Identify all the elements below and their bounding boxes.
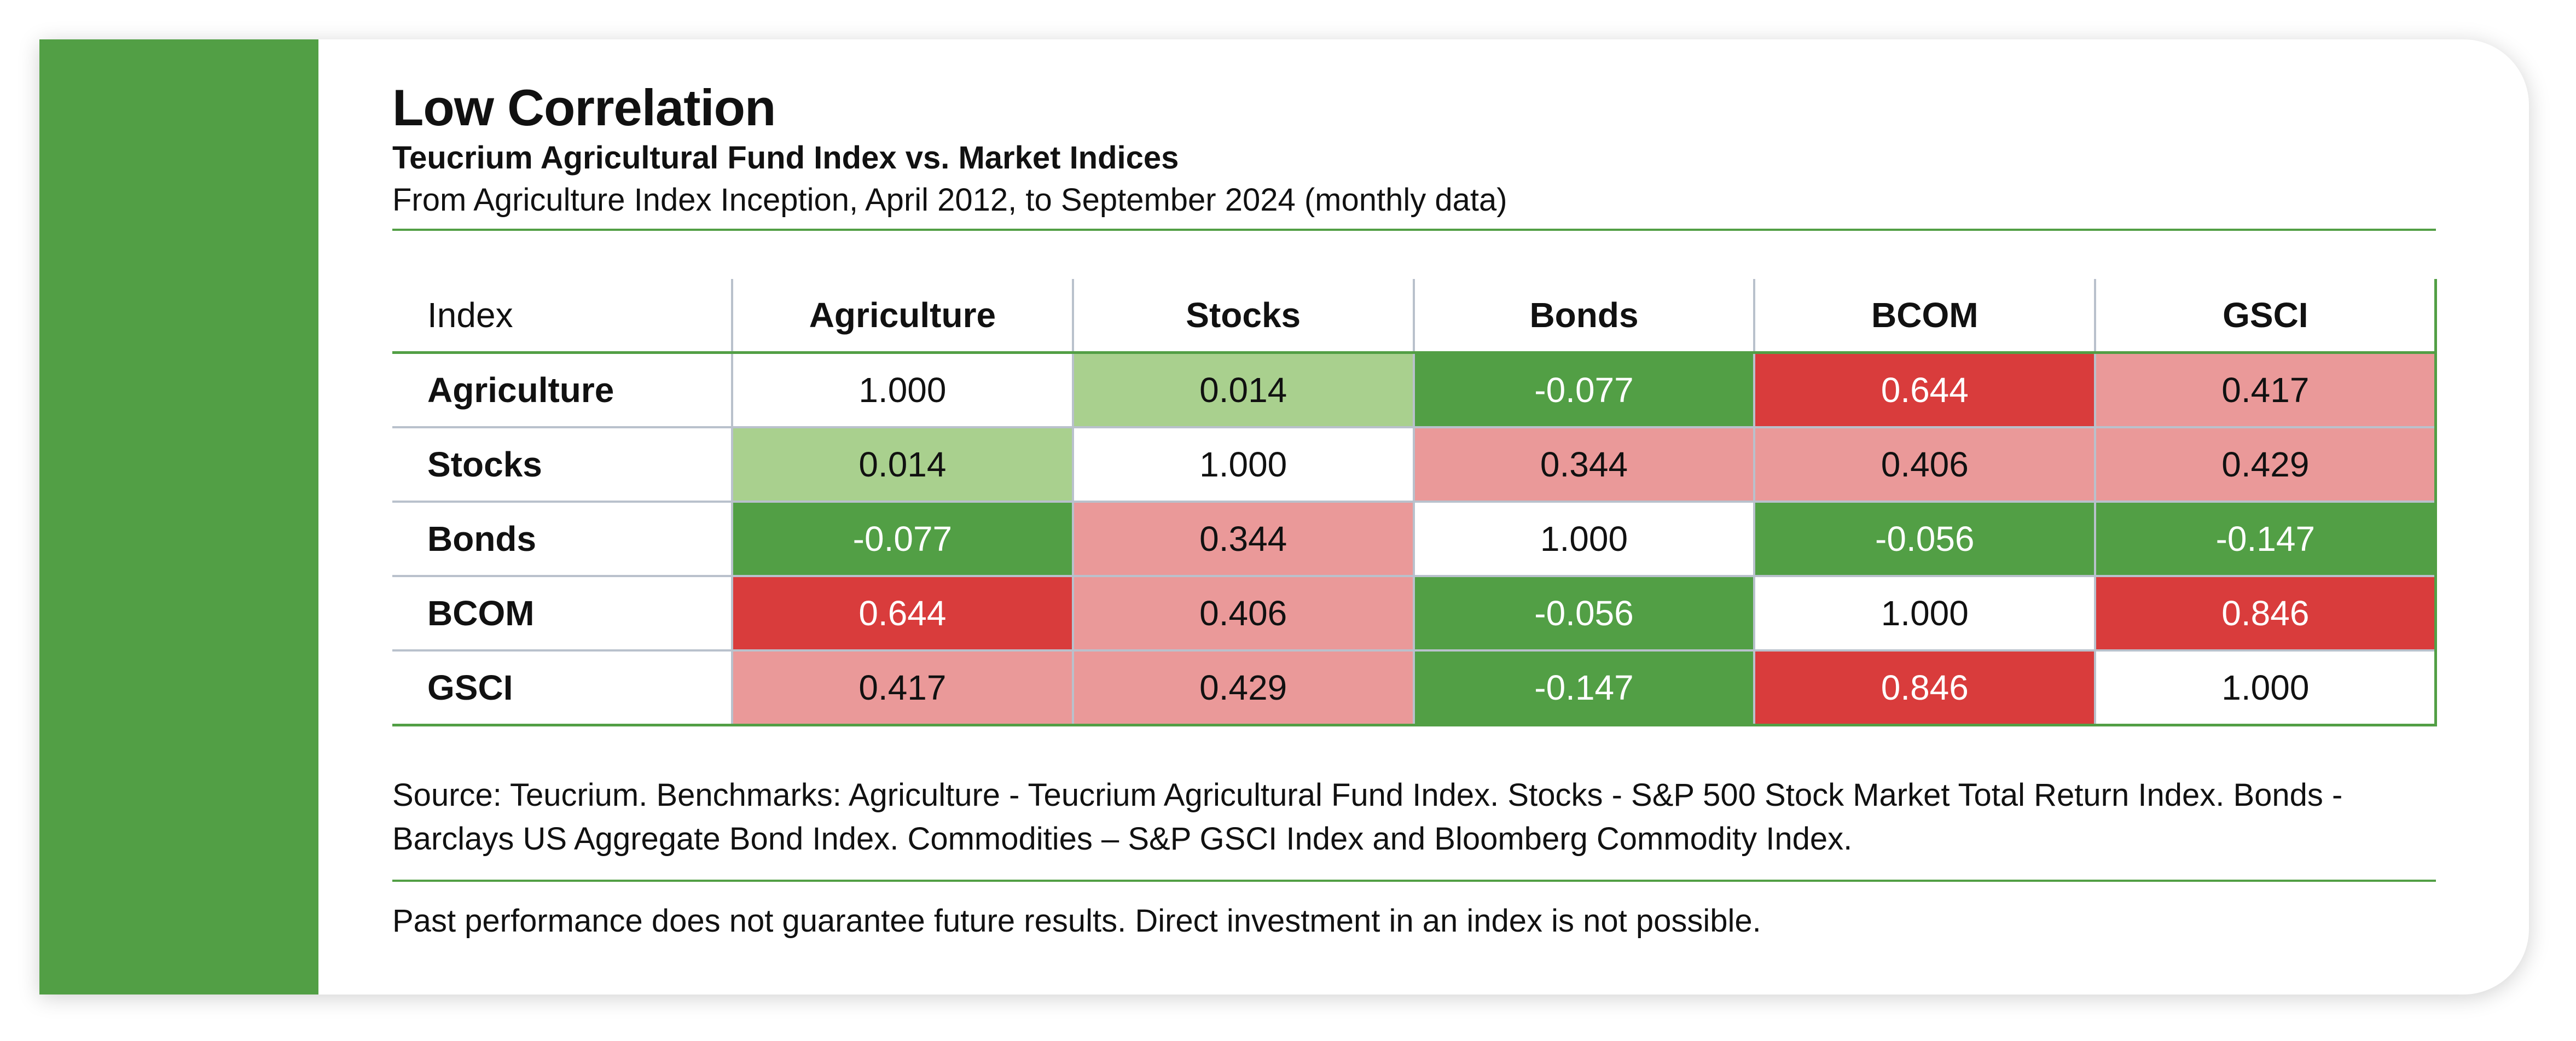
correlation-cell: 1.000 [731, 351, 1074, 428]
table-row: Agriculture 1.000 0.014 -0.077 0.644 0.417 [392, 351, 2438, 428]
correlation-cell: -0.147 [2094, 501, 2438, 577]
correlation-cell: 1.000 [1753, 575, 2097, 652]
source-note: Source: Teucrium. Benchmarks: Agricultur… [392, 777, 2343, 857]
column-header: Bonds [1412, 279, 1756, 354]
correlation-table: Index Agriculture Stocks Bonds BCOM GSCI… [392, 279, 2438, 726]
column-header: Agriculture [731, 279, 1074, 354]
correlation-cell: 0.429 [2094, 426, 2438, 503]
card: Low Correlation Teucrium Agricultural Fu… [39, 39, 2529, 995]
correlation-cell: 0.344 [1071, 501, 1415, 577]
correlation-cell: 0.344 [1412, 426, 1756, 503]
correlation-cell: 0.014 [731, 426, 1074, 503]
disclaimer: Past performance does not guarantee futu… [392, 903, 1761, 939]
table-row: Bonds -0.077 0.344 1.000 -0.056 -0.147 [392, 501, 2438, 577]
correlation-cell: 0.417 [731, 649, 1074, 726]
correlation-cell: 0.644 [731, 575, 1074, 652]
correlation-cell: 1.000 [1412, 501, 1756, 577]
correlation-cell: -0.056 [1412, 575, 1756, 652]
table-row: Stocks 0.014 1.000 0.344 0.406 0.429 [392, 426, 2438, 503]
correlation-cell: 0.429 [1071, 649, 1415, 726]
table-row: BCOM 0.644 0.406 -0.056 1.000 0.846 [392, 575, 2438, 652]
correlation-cell: 1.000 [1071, 426, 1415, 503]
correlation-cell: -0.077 [1412, 351, 1756, 428]
correlation-cell: 0.406 [1071, 575, 1415, 652]
column-header: GSCI [2094, 279, 2438, 354]
correlation-cell: -0.147 [1412, 649, 1756, 726]
table-row: GSCI 0.417 0.429 -0.147 0.846 1.000 [392, 649, 2438, 726]
content: Low Correlation Teucrium Agricultural Fu… [392, 78, 2438, 942]
correlation-cell: 0.014 [1071, 351, 1415, 428]
correlation-cell: 0.644 [1753, 351, 2097, 428]
row-header: Agriculture [392, 351, 733, 428]
subtitle: Teucrium Agricultural Fund Index vs. Mar… [392, 140, 1179, 176]
table-body: Agriculture 1.000 0.014 -0.077 0.644 0.417 Sto… [392, 351, 2438, 726]
table-header-row: Index Agriculture Stocks Bonds BCOM GSCI [392, 279, 2438, 354]
correlation-cell: -0.077 [731, 501, 1074, 577]
correlation-cell: 0.417 [2094, 351, 2438, 428]
corner-label: Index [392, 279, 733, 354]
row-header: Bonds [392, 501, 733, 577]
row-header: BCOM [392, 575, 733, 652]
brand-accent-bar [39, 39, 318, 995]
correlation-cell: 0.846 [1753, 649, 2097, 726]
correlation-table-wrap: Index Agriculture Stocks Bonds BCOM GSCI… [392, 279, 2438, 726]
column-header: BCOM [1753, 279, 2097, 354]
column-header: Stocks [1071, 279, 1415, 354]
correlation-cell: 0.406 [1753, 426, 2097, 503]
divider [392, 880, 2436, 882]
divider [392, 229, 2436, 231]
date-range: From Agriculture Index Inception, April … [392, 182, 1507, 218]
correlation-cell: -0.056 [1753, 501, 2097, 577]
correlation-cell: 0.846 [2094, 575, 2438, 652]
correlation-cell: 1.000 [2094, 649, 2438, 726]
row-header: Stocks [392, 426, 733, 503]
page-title: Low Correlation [392, 79, 776, 136]
row-header: GSCI [392, 649, 733, 726]
